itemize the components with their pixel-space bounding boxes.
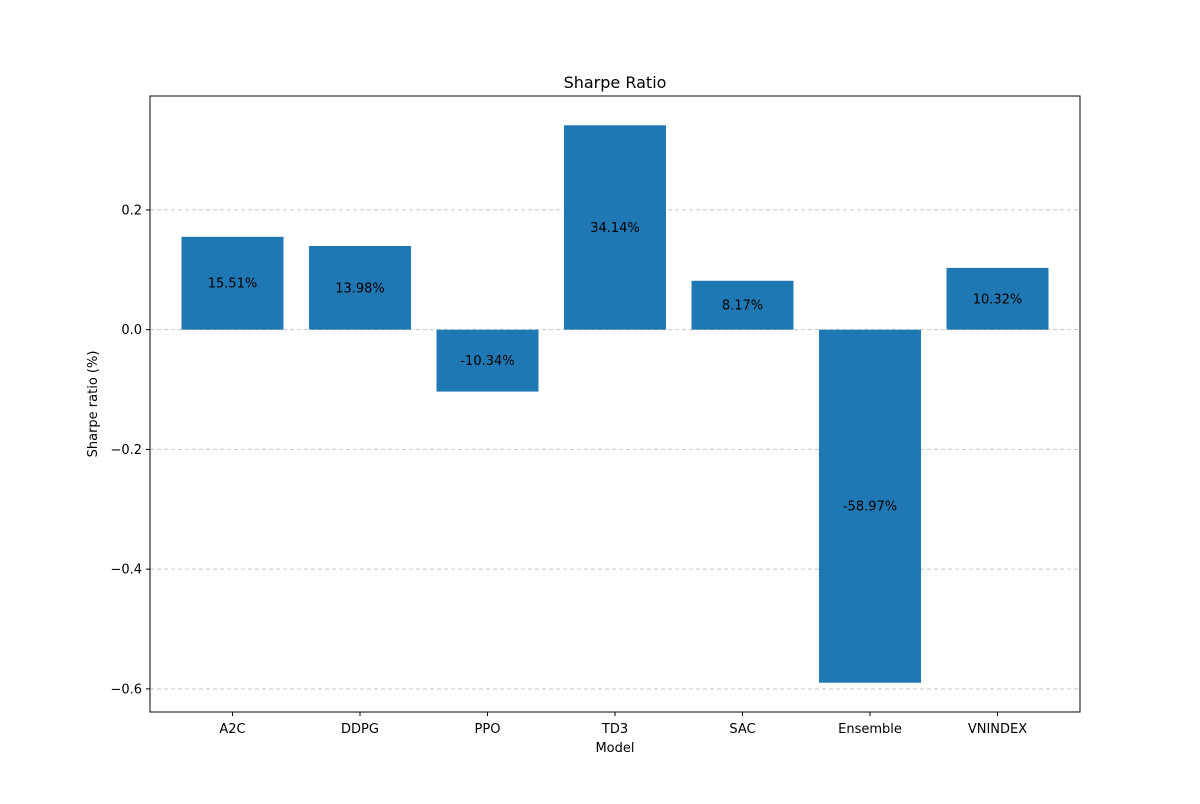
bar-ddpg <box>309 245 411 330</box>
x-axis-label: Model <box>595 741 634 756</box>
y-axis-ticks: −0.6 −0.4 −0.2 0.0 0.2 <box>110 203 150 697</box>
bar-sac <box>691 280 794 330</box>
x-tick-label: SAC <box>729 722 755 737</box>
y-tick-label: −0.2 <box>110 443 142 458</box>
chart-title: Sharpe Ratio <box>564 73 667 92</box>
x-tick-label: DDPG <box>341 722 379 737</box>
x-tick-label: VNINDEX <box>968 722 1027 737</box>
bar-ppo <box>436 329 539 392</box>
bar-td3 <box>564 125 666 330</box>
x-tick-label: PPO <box>475 722 501 737</box>
y-tick-label: −0.4 <box>110 563 142 578</box>
data-labels: 15.51% 13.98% -10.34% 34.14% 8.17% -58.97% 10.… <box>208 221 1023 515</box>
y-tick-label: −0.6 <box>110 682 142 697</box>
bars <box>181 125 1049 683</box>
data-label-ddpg: 13.98% <box>335 281 385 296</box>
x-tick-label: Ensemble <box>838 722 902 737</box>
x-tick-label: A2C <box>219 722 245 737</box>
data-label-ppo: -10.34% <box>460 354 514 369</box>
y-axis-label: Sharpe ratio (%) <box>86 351 101 458</box>
data-label-a2c: 15.51% <box>208 277 258 292</box>
y-tick-label: 0.0 <box>121 323 142 338</box>
bar-vnindex <box>946 267 1049 330</box>
data-label-ensemble: -58.97% <box>843 500 897 515</box>
x-tick-label: TD3 <box>601 722 628 737</box>
bar-ensemble <box>819 329 921 683</box>
y-tick-label: 0.2 <box>121 203 142 218</box>
data-label-sac: 8.17% <box>722 299 763 314</box>
data-label-vnindex: 10.32% <box>973 292 1023 307</box>
data-label-td3: 34.14% <box>590 221 640 236</box>
bar-a2c <box>181 236 284 330</box>
x-axis-ticks: A2C DDPG PPO TD3 SAC Ensemble VNINDEX <box>219 712 1027 737</box>
